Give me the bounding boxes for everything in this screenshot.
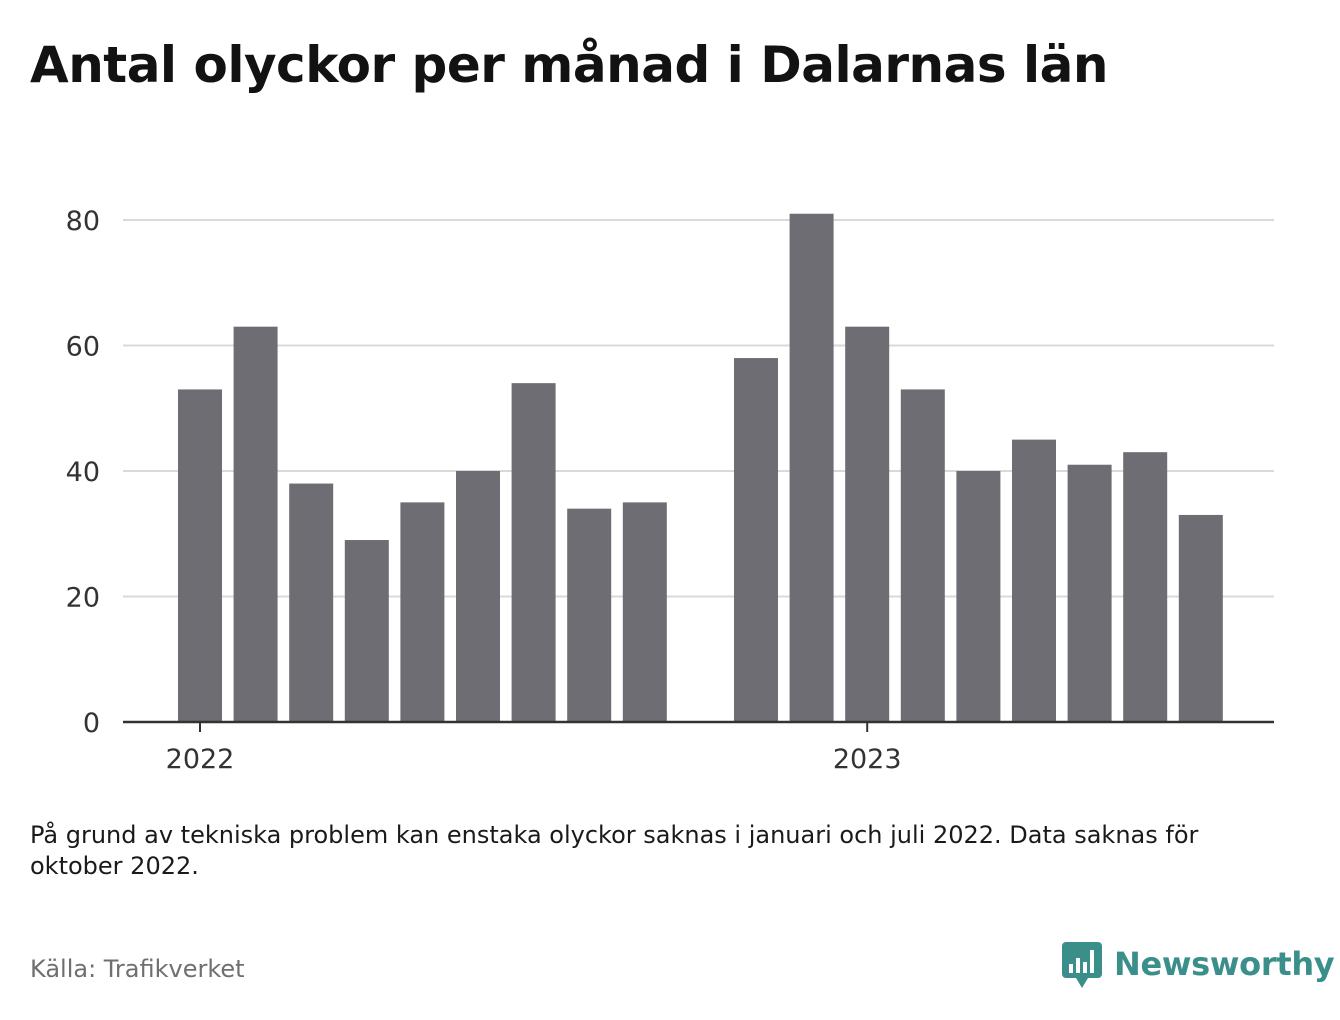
chart-title: Antal olyckor per månad i Dalarnas län	[30, 36, 1108, 94]
x-axis: 2022 2023	[123, 720, 1274, 775]
newsworthy-logo: Newsworthy	[1062, 938, 1335, 990]
newsworthy-logo-icon	[1062, 942, 1102, 988]
bar	[344, 540, 389, 722]
bar	[511, 383, 556, 722]
bar	[1178, 514, 1223, 722]
bar	[1012, 439, 1056, 722]
y-tick-label: 80	[66, 206, 100, 237]
bar	[1123, 452, 1168, 722]
bar	[734, 358, 778, 722]
x-tick-label: 2023	[833, 744, 902, 775]
bar	[1067, 464, 1112, 722]
bar	[900, 389, 945, 722]
bar	[400, 502, 445, 722]
source-credit: Källa: Trafikverket	[30, 955, 245, 983]
bars	[178, 213, 1223, 722]
bar	[456, 471, 500, 722]
x-tick-label: 2022	[166, 744, 235, 775]
y-tick-label: 40	[66, 457, 100, 488]
bar	[956, 471, 1001, 722]
bar	[233, 326, 278, 722]
y-axis-ticks: 0 20 40 60 80	[66, 206, 100, 739]
bar	[789, 213, 834, 722]
bar	[845, 326, 890, 722]
chart-footnote: På grund av tekniska problem kan enstaka…	[30, 821, 1199, 880]
brand-name: Newsworthy	[1114, 945, 1335, 983]
y-tick-label: 20	[66, 583, 100, 614]
y-tick-label: 60	[66, 332, 100, 363]
bar-chart: 0 20 40 60 80 2022 2023	[66, 206, 1274, 775]
bar	[178, 389, 222, 722]
bar	[289, 483, 334, 722]
y-tick-label: 0	[83, 708, 100, 739]
bar	[622, 502, 667, 722]
bar	[567, 508, 612, 722]
